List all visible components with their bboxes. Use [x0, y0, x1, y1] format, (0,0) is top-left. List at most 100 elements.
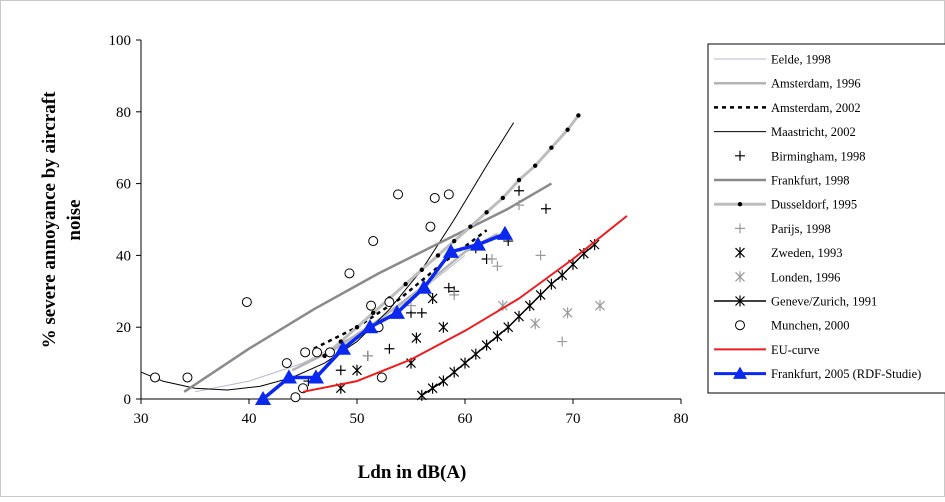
marker-asterisk	[503, 321, 514, 333]
marker-dot	[516, 177, 522, 183]
legend-item-amsterdam-2002: Amsterdam, 2002	[714, 101, 861, 115]
marker-triangle	[280, 369, 298, 384]
marker-dot	[500, 195, 505, 201]
marker-asterisk	[481, 339, 492, 351]
marker-dot	[354, 325, 360, 330]
series-frankfurt-1998	[183, 182, 553, 393]
marker-asterisk	[427, 382, 438, 394]
marker-circle	[393, 189, 404, 200]
series-amsterdam-2002	[313, 229, 488, 350]
legend-label: Munchen, 2000	[771, 319, 849, 333]
legend-label: Amsterdam, 1996	[771, 77, 861, 91]
legend-box	[707, 43, 945, 394]
marker-asterisk	[557, 269, 568, 281]
x-tick-label: 80	[674, 411, 689, 427]
marker-plus	[406, 300, 416, 311]
marker-dot	[435, 253, 441, 258]
legend-label: Zweden, 1993	[771, 246, 843, 260]
legend-item-munchen-2000: Munchen, 2000	[735, 319, 849, 333]
legend-label: EU-curve	[771, 343, 820, 357]
marker-plus	[335, 365, 346, 376]
marker-plus	[384, 343, 395, 354]
marker-circle	[281, 358, 292, 369]
marker-triangle	[388, 304, 406, 319]
marker-circle	[443, 189, 454, 200]
series-zweden-1993	[335, 292, 449, 394]
y-tick-label: 60	[116, 177, 131, 193]
y-axis-label-line1: % severe annoyance by aircraft	[39, 91, 60, 348]
x-tick-label: 70	[566, 411, 581, 427]
series-line	[302, 215, 628, 393]
marker-dot	[468, 224, 473, 229]
x-tick-label: 30	[134, 411, 149, 427]
legend-item-amsterdam-1996: Amsterdam, 1996	[714, 77, 861, 91]
marker-asterisk	[524, 300, 535, 312]
legend-item-eu-curve: EU-curve	[714, 343, 820, 357]
legend-label: Eelde, 1998	[771, 53, 831, 67]
marker-triangle	[733, 366, 747, 379]
marker-dot	[737, 202, 743, 207]
series-line	[183, 182, 553, 393]
marker-circle	[368, 236, 379, 247]
marker-asterisk	[514, 310, 524, 322]
marker-triangle	[254, 390, 272, 406]
marker-asterisk	[530, 318, 541, 330]
marker-dot	[371, 310, 376, 316]
legend-item-zweden-1993: Zweden, 1993	[735, 246, 843, 260]
marker-circle	[429, 192, 440, 203]
legend-label: Londen, 1996	[771, 270, 840, 284]
series-frankfurt-2005-rdf-studie	[254, 225, 514, 406]
marker-dot	[452, 238, 457, 244]
legend-item-londen-1996: Londen, 1996	[735, 270, 840, 284]
marker-asterisk	[735, 295, 745, 307]
marker-dot	[484, 210, 489, 215]
marker-plus	[416, 307, 427, 318]
series-maastricht-2002	[140, 122, 515, 391]
marker-circle	[241, 297, 252, 308]
marker-asterisk	[492, 330, 503, 342]
marker-plus	[362, 350, 373, 361]
series-geneve-zurich-1991	[416, 239, 600, 401]
y-tick-label: 20	[116, 320, 131, 336]
legend-label: Parijs, 1998	[771, 222, 831, 236]
legend-label: Dusseldorf, 1995	[771, 198, 857, 212]
marker-asterisk	[411, 332, 422, 344]
marker-plus	[735, 223, 745, 234]
series-munchen-2000	[150, 189, 454, 403]
x-axis-label: Ldn in dB(A)	[358, 462, 467, 483]
legend-item-geneve-zurich-1991: Geneve/Zurich, 1991	[714, 295, 877, 309]
marker-asterisk	[352, 364, 362, 376]
marker-triangle	[307, 369, 325, 384]
marker-asterisk	[416, 389, 427, 401]
legend-label: Maastricht, 2002	[771, 125, 856, 139]
marker-triangle	[334, 340, 352, 355]
marker-circle	[290, 392, 301, 403]
marker-asterisk	[562, 307, 573, 319]
marker-circle	[384, 297, 395, 308]
marker-asterisk	[595, 300, 605, 312]
marker-plus	[514, 185, 524, 196]
marker-circle	[300, 347, 311, 358]
x-tick-label: 60	[458, 411, 473, 427]
series-line	[313, 229, 488, 350]
plot-area	[140, 113, 628, 406]
series-line	[140, 122, 515, 391]
y-axis-label-line2: noise	[64, 199, 85, 240]
series-londen-1996	[497, 300, 605, 330]
marker-triangle	[469, 236, 487, 251]
marker-circle	[325, 347, 335, 358]
marker-asterisk	[438, 375, 449, 387]
legend-item-eelde-1998: Eelde, 1998	[714, 53, 831, 67]
marker-dot	[533, 163, 538, 168]
y-tick-label: 40	[116, 248, 131, 264]
marker-dot	[419, 267, 424, 272]
marker-dot	[549, 145, 554, 150]
marker-asterisk	[460, 357, 470, 369]
marker-circle	[376, 372, 387, 383]
marker-plus	[492, 261, 503, 272]
marker-circle	[312, 347, 323, 358]
marker-plus	[541, 203, 551, 214]
x-tick-label: 40	[242, 411, 257, 427]
marker-asterisk	[470, 348, 481, 360]
